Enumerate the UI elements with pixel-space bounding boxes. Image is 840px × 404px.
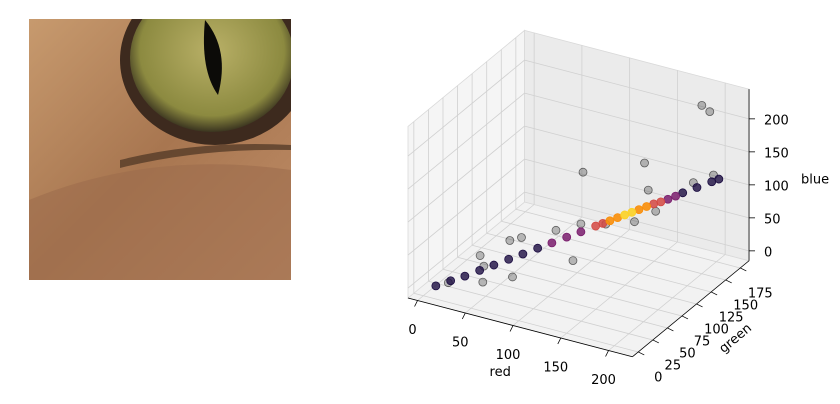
grid-line xyxy=(486,232,712,293)
grid-line xyxy=(560,241,678,339)
data-point xyxy=(705,107,715,116)
data-point xyxy=(651,206,661,216)
data-point xyxy=(576,227,586,237)
tick-mark xyxy=(725,279,732,284)
data-point xyxy=(640,158,649,168)
grid-line xyxy=(465,216,583,314)
x-axis-line xyxy=(407,297,633,358)
data-point xyxy=(475,265,485,275)
grid-line xyxy=(407,125,525,223)
x-tick-label: 0 xyxy=(408,323,416,338)
grid-line xyxy=(608,254,726,351)
z-tick-label: 150 xyxy=(764,146,789,161)
data-point xyxy=(656,197,666,207)
x-tick-label: 150 xyxy=(543,361,568,376)
y-tick-label: 150 xyxy=(733,298,758,313)
grid-line xyxy=(407,158,525,256)
x-tick-label: 50 xyxy=(452,336,469,351)
data-point xyxy=(460,271,470,281)
tick-mark xyxy=(740,267,747,272)
data-point xyxy=(547,238,557,248)
z-axis-label: blue xyxy=(801,172,829,187)
data-point xyxy=(504,254,514,264)
z-tick-label: 100 xyxy=(764,179,789,194)
grid-line xyxy=(524,191,750,252)
data-point xyxy=(697,101,707,110)
data-point xyxy=(678,188,688,198)
grid-line xyxy=(413,292,639,353)
y-axis-line xyxy=(632,260,750,358)
data-point xyxy=(508,272,517,282)
tick-mark xyxy=(461,312,466,320)
y-tick-label: 125 xyxy=(719,310,744,325)
y-tick-label: 25 xyxy=(665,358,682,373)
tick-mark xyxy=(605,350,609,357)
x-axis-label: red xyxy=(490,365,511,380)
z-tick-label: 50 xyxy=(764,212,781,227)
data-point xyxy=(568,256,578,266)
tick-mark xyxy=(509,325,514,332)
data-point xyxy=(551,225,561,235)
grid-line xyxy=(515,208,741,269)
grid-line xyxy=(524,59,750,120)
data-point xyxy=(630,217,639,227)
data-point xyxy=(671,191,681,201)
data-point xyxy=(478,277,488,287)
y-tick-label: 50 xyxy=(679,346,696,361)
data-point xyxy=(643,185,653,195)
tick-mark xyxy=(557,337,562,345)
data-point xyxy=(446,276,456,286)
x-tick-label: 100 xyxy=(496,348,521,363)
data-point xyxy=(576,219,586,229)
grid-line xyxy=(524,92,750,153)
tick-mark xyxy=(696,303,703,308)
data-point xyxy=(714,174,724,184)
z-tick-label: 200 xyxy=(764,113,789,128)
data-point xyxy=(627,207,637,217)
grid-line xyxy=(524,158,750,219)
z-tick-label: 0 xyxy=(764,245,772,260)
y-tick-label: 75 xyxy=(694,334,711,349)
tick-mark xyxy=(681,315,689,320)
tick-mark xyxy=(652,339,660,344)
data-point xyxy=(431,281,441,291)
data-point xyxy=(505,236,515,245)
grid-line xyxy=(501,220,726,281)
grid-line xyxy=(524,125,750,186)
grid-line xyxy=(512,229,630,326)
data-point xyxy=(518,249,528,259)
tick-mark xyxy=(667,327,674,332)
photo xyxy=(29,19,291,280)
tick-mark xyxy=(414,300,418,307)
data-point xyxy=(533,243,543,253)
tick-mark xyxy=(638,351,645,356)
data-point xyxy=(642,202,652,211)
grid-line xyxy=(407,59,525,157)
data-point xyxy=(475,251,485,260)
y-tick-label: 100 xyxy=(704,322,729,337)
x-tick-label: 200 xyxy=(591,373,616,388)
data-point xyxy=(605,216,615,226)
data-point xyxy=(489,260,499,270)
y-tick-label: 175 xyxy=(748,286,773,301)
data-point xyxy=(517,233,526,242)
data-point xyxy=(692,183,702,192)
grid-line xyxy=(407,92,525,190)
data-point xyxy=(578,167,588,177)
grid-line xyxy=(407,191,525,289)
y-tick-label: 0 xyxy=(654,370,662,385)
grid-line xyxy=(428,280,653,341)
tick-mark xyxy=(710,291,718,296)
data-point xyxy=(562,232,572,242)
